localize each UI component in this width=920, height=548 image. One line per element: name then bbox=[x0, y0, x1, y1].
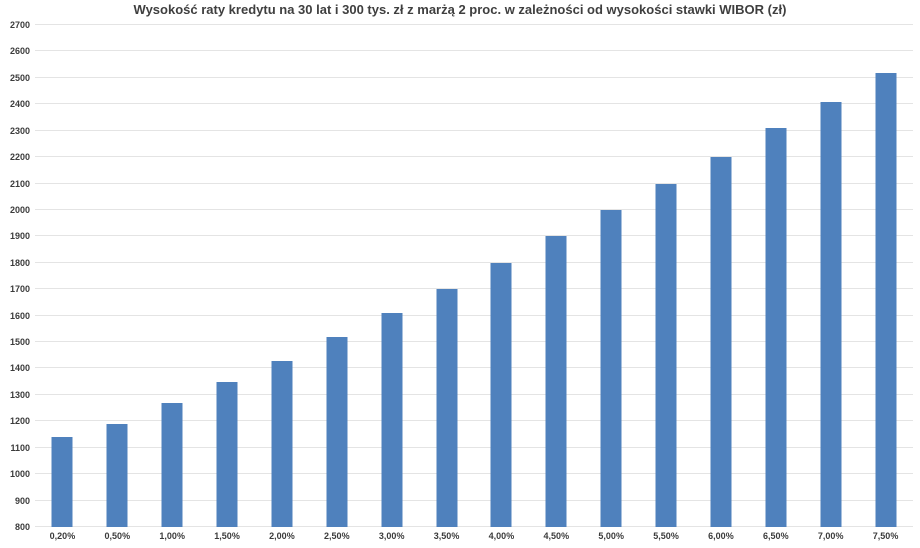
bars-layer: 0,20% 0,50% 1,00% 1,50% 2,00% 2,50% 3,00% 3,50%… bbox=[35, 25, 913, 541]
x-tick-label: 1,00% bbox=[159, 531, 185, 541]
x-tick-label: 5,00% bbox=[598, 531, 624, 541]
y-tick-label: 1800 bbox=[9, 257, 30, 268]
gridline bbox=[35, 393, 913, 395]
x-tick-label: 3,50% bbox=[433, 531, 460, 541]
gridline bbox=[35, 235, 913, 237]
y-axis: 800 900 1000 1100 1200 1300 1400 1500 1600 1700 18… bbox=[0, 20, 30, 532]
gridline bbox=[35, 156, 913, 158]
y-tick-label: 2000 bbox=[9, 204, 30, 215]
bar bbox=[710, 157, 732, 527]
x-tick-label: 4,50% bbox=[543, 531, 570, 541]
y-tick-label: 2400 bbox=[9, 99, 30, 110]
gridline bbox=[35, 103, 913, 105]
gridline bbox=[35, 446, 913, 448]
bar bbox=[381, 313, 403, 527]
gridline bbox=[35, 499, 913, 501]
gridline bbox=[35, 24, 913, 25]
gridline bbox=[35, 473, 913, 475]
y-tick-label: 1400 bbox=[9, 363, 30, 374]
gridline bbox=[35, 208, 913, 210]
x-tick-label: 2,00% bbox=[269, 531, 295, 541]
x-tick-label: 0,20% bbox=[49, 531, 76, 541]
gridline bbox=[35, 288, 913, 290]
bar-slot: 4,50% bbox=[529, 25, 584, 541]
bar-slot: 6,00% bbox=[694, 25, 749, 541]
gridline bbox=[35, 367, 913, 369]
y-tick-label: 1500 bbox=[9, 337, 30, 348]
bar-slot: 1,50% bbox=[200, 25, 255, 541]
bar-slot: 3,50% bbox=[419, 25, 474, 541]
x-tick-label: 3,00% bbox=[378, 531, 405, 541]
x-tick-label: 0,50% bbox=[104, 531, 131, 541]
bar-slot: 6,50% bbox=[748, 25, 803, 541]
y-tick-label: 900 bbox=[14, 495, 30, 506]
gridline bbox=[35, 129, 913, 131]
bar bbox=[875, 72, 897, 527]
bar-slot: 1,00% bbox=[145, 25, 200, 541]
bar-slot: 7,00% bbox=[803, 25, 858, 541]
y-tick-label: 1000 bbox=[9, 469, 30, 480]
bar bbox=[820, 101, 842, 527]
y-tick-label: 2600 bbox=[9, 46, 30, 57]
bar bbox=[51, 437, 73, 527]
y-tick-label: 1900 bbox=[9, 231, 30, 242]
x-tick-label: 2,50% bbox=[324, 531, 350, 541]
bar bbox=[765, 128, 787, 527]
x-tick-label: 5,50% bbox=[653, 531, 679, 541]
y-tick-label: 2500 bbox=[9, 72, 30, 83]
y-tick-label: 1700 bbox=[9, 284, 30, 295]
y-tick-label: 1200 bbox=[9, 416, 30, 427]
bar bbox=[326, 336, 348, 527]
gridline bbox=[35, 341, 913, 343]
y-tick-label: 2700 bbox=[9, 20, 30, 30]
bar bbox=[655, 183, 677, 527]
bar bbox=[216, 381, 238, 527]
bar-slot: 3,00% bbox=[364, 25, 419, 541]
gridline bbox=[35, 526, 913, 527]
bar-slot: 5,50% bbox=[639, 25, 694, 541]
bar-slot: 0,50% bbox=[90, 25, 145, 541]
x-tick-label: 1,50% bbox=[214, 531, 240, 541]
y-tick-label: 2300 bbox=[9, 125, 30, 136]
bar bbox=[490, 262, 512, 527]
gridline bbox=[35, 76, 913, 78]
y-tick-label: 1300 bbox=[9, 389, 30, 400]
gridline bbox=[35, 420, 913, 422]
x-tick-label: 7,50% bbox=[872, 531, 899, 541]
bar bbox=[436, 289, 458, 527]
gridline bbox=[35, 182, 913, 184]
x-tick-label: 6,00% bbox=[708, 531, 734, 541]
gridline bbox=[35, 261, 913, 263]
bar-slot: 0,20% bbox=[35, 25, 90, 541]
bar-slot: 7,50% bbox=[858, 25, 913, 541]
x-tick-label: 7,00% bbox=[817, 531, 844, 541]
bar-slot: 5,00% bbox=[584, 25, 639, 541]
y-tick-label: 1600 bbox=[9, 310, 30, 321]
bar-slot: 2,50% bbox=[309, 25, 364, 541]
bar-slot: 4,00% bbox=[474, 25, 529, 541]
y-tick-label: 1100 bbox=[10, 442, 30, 453]
x-tick-label: 6,50% bbox=[763, 531, 789, 541]
y-tick-label: 2200 bbox=[9, 152, 30, 163]
x-tick-label: 4,00% bbox=[488, 531, 515, 541]
plot-area: 0,20% 0,50% 1,00% 1,50% 2,00% 2,50% 3,00% 3,50%… bbox=[35, 24, 913, 541]
gridline bbox=[35, 50, 913, 52]
chart-title: Wysokość raty kredytu na 30 lat i 300 ty… bbox=[133, 2, 787, 17]
bar bbox=[600, 209, 622, 527]
gridline bbox=[35, 314, 913, 316]
y-tick-label: 800 bbox=[14, 522, 30, 532]
bar bbox=[106, 423, 128, 527]
bar bbox=[161, 402, 183, 527]
bar bbox=[271, 360, 293, 527]
bar bbox=[545, 236, 567, 527]
bar-slot: 2,00% bbox=[255, 25, 310, 541]
y-tick-label: 2100 bbox=[9, 178, 30, 189]
